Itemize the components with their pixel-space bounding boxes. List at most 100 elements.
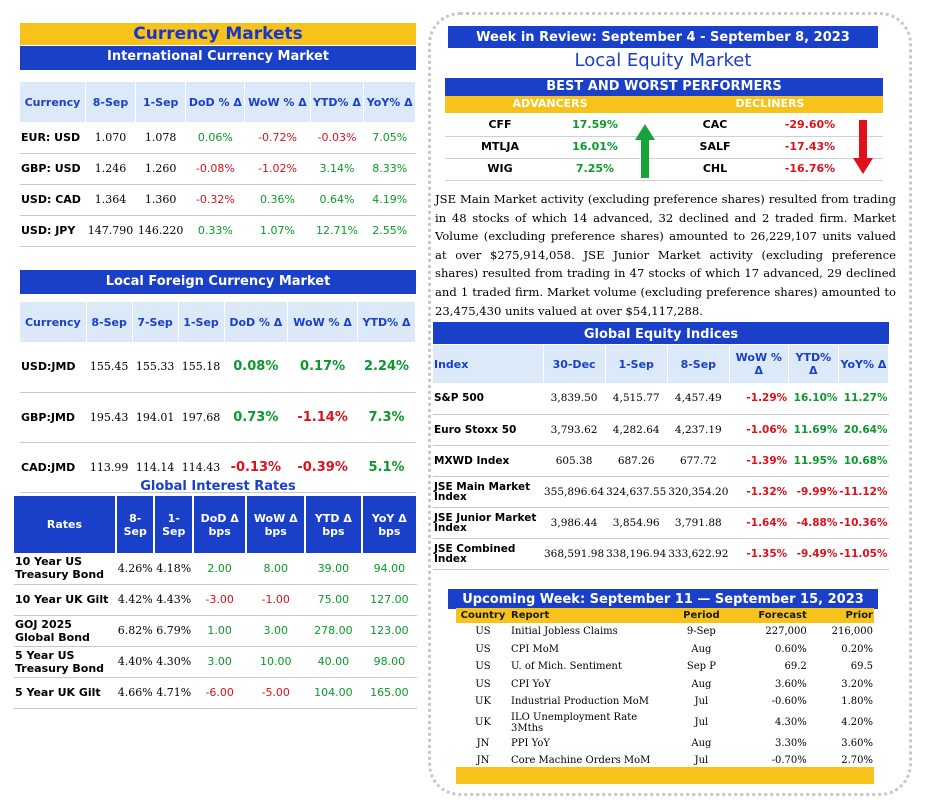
table-row: JN PPI YoY Aug 3.30% 3.60% [456, 735, 874, 753]
table-row: GOJ 2025 Global Bond 6.82% 6.79% 1.00 3.00 27… [14, 615, 417, 647]
table-cell: 104.00 [305, 677, 362, 709]
column-header: YTD% Δ [788, 345, 839, 383]
column-header: Rates [14, 496, 117, 553]
table-row: S&P 500 3,839.50 4,515.77 4,457.49 -1.29% 16.… [433, 383, 889, 415]
table-cell: 94.00 [361, 553, 417, 585]
table-cell: 1.078 [135, 122, 186, 154]
table-cell: 0.60% [774, 643, 807, 655]
column-header: 30-Dec [543, 345, 606, 383]
table-cell: -1.39% [729, 445, 789, 477]
table-cell: 0.17% [287, 342, 358, 393]
table-cell: 3.60% [774, 678, 807, 690]
table-cell: 4,237.19 [667, 414, 730, 446]
table-cell: -11.05% [838, 538, 889, 570]
table-cell: -0.70% [771, 755, 807, 767]
table-cell: 155.33 [132, 342, 179, 393]
performers-subheader [445, 96, 883, 113]
table-cell: -0.39% [287, 442, 358, 493]
interest-rates-title: Global Interest Rates [140, 479, 296, 494]
table-cell: 69.5 [850, 661, 873, 673]
table-cell: -1.35% [729, 538, 789, 570]
column-header: 1-Sep [605, 345, 668, 383]
column-header: Currency [20, 302, 87, 342]
column-header: 1-Sep [178, 302, 225, 342]
table-cell: 2.00 [192, 553, 247, 585]
table-row: 5 Year UK Gilt 4.66% 4.71% -6.00 -5.00 104.00… [14, 677, 417, 709]
table-cell: 3.20% [841, 678, 873, 690]
table-cell: 4.19% [363, 184, 416, 216]
table-cell: 4,282.64 [605, 414, 668, 446]
table-cell: -1.29% [729, 383, 789, 415]
local-currency-table: Currency 8-Sep 7-Sep 1-Sep DoD % Δ WoW % Δ YTD… [20, 302, 416, 493]
table-cell: 3.00 [246, 615, 306, 647]
upcoming-title: Upcoming Week: September 11 — September … [448, 589, 878, 609]
column-header: WoW % Δ [729, 345, 789, 383]
table-cell: 123.00 [361, 615, 417, 647]
table-cell: 10 Year UK Gilt [14, 584, 116, 616]
table-cell: 1.070 [85, 122, 136, 154]
table-cell: Industrial Production MoM [511, 696, 650, 708]
table-cell: 155.18 [178, 342, 225, 393]
table-cell: 98.00 [361, 646, 417, 678]
column-header: 1-Sep [135, 82, 187, 122]
table-cell: USD:JMD [20, 342, 87, 393]
table-cell: 8.33% [363, 153, 416, 185]
table-row: US U. of Mich. Sentiment Sep P 69.2 69.5 [456, 658, 874, 676]
column-header: WoW % Δ [287, 302, 359, 342]
table-cell: 8.00 [246, 553, 306, 585]
table-cell: 677.72 [667, 445, 730, 477]
table-cell: 4.18% [154, 553, 193, 585]
table-cell: Jul [694, 717, 709, 728]
local-currency-subtitle: Local Foreign Currency Market [20, 270, 416, 294]
table-cell: 3,793.62 [543, 414, 606, 446]
table-cell: 320,354.20 [667, 476, 730, 508]
table-cell: 39.00 [305, 553, 362, 585]
table-cell: 6.79% [154, 615, 193, 647]
column-header: YTD Δ bps [305, 496, 363, 553]
table-cell: 4.30% [774, 717, 807, 728]
table-cell: 11.69% [788, 414, 839, 446]
table-row: JSE Main Market Index 355,896.64 324,637.5… [433, 476, 889, 508]
table-cell: 4.40% [116, 646, 155, 678]
table-cell: 216,000 [831, 626, 873, 638]
table-cell: US [475, 678, 491, 690]
table-cell: UK [475, 717, 491, 728]
table-row: CAD:JMD 113.99 114.14 114.43 -0.13% -0.39% 5.1… [20, 442, 416, 493]
table-cell: GBP:JMD [20, 392, 87, 443]
table-cell: 0.08% [224, 342, 288, 393]
table-cell: 114.14 [132, 442, 179, 493]
table-cell: 197.68 [178, 392, 225, 443]
table-cell: Aug [691, 737, 712, 749]
table-row: US CPI MoM Aug 0.60% 0.20% [456, 641, 874, 659]
table-cell: JSE Junior Market Index [433, 507, 543, 539]
table-cell: 3,854.96 [605, 507, 668, 539]
table-cell: 1.364 [85, 184, 136, 216]
column-header: Index [433, 345, 544, 383]
table-cell: 7.3% [357, 392, 416, 443]
table-cell: -0.08% [185, 153, 245, 185]
table-cell: 4.20% [841, 717, 873, 728]
table-cell: CAD:JMD [20, 442, 87, 493]
table-cell: 1.260 [135, 153, 186, 185]
table-row: USD: CAD 1.364 1.360 -0.32% 0.36% 0.64% 4.19% [20, 184, 416, 216]
table-cell: JSE Main Market Index [433, 476, 543, 508]
table-cell: 4,457.49 [667, 383, 730, 415]
table-cell: USD: CAD [20, 184, 86, 216]
decliners-label: DECLINERS [735, 97, 805, 110]
advancers-label: ADVANCERS [512, 97, 588, 110]
table-cell: 0.64% [310, 184, 364, 216]
column-header: Period [683, 610, 720, 621]
table-cell: 278.00 [305, 615, 362, 647]
column-header: Forecast [758, 610, 807, 621]
table-cell: Jul [694, 755, 709, 767]
table-cell: -9.49% [788, 538, 839, 570]
table-cell: 6.82% [116, 615, 155, 647]
table-cell: 605.38 [543, 445, 606, 477]
table-cell: 1.07% [244, 215, 311, 247]
table-cell: Euro Stoxx 50 [433, 414, 543, 446]
performers-title: BEST AND WORST PERFORMERS [445, 78, 883, 96]
table-row: Euro Stoxx 50 3,793.62 4,282.64 4,237.19 -1.… [433, 414, 889, 446]
table-cell: 4.26% [116, 553, 155, 585]
performer-cell: CHL [702, 162, 728, 175]
table-cell: 4,515.77 [605, 383, 668, 415]
